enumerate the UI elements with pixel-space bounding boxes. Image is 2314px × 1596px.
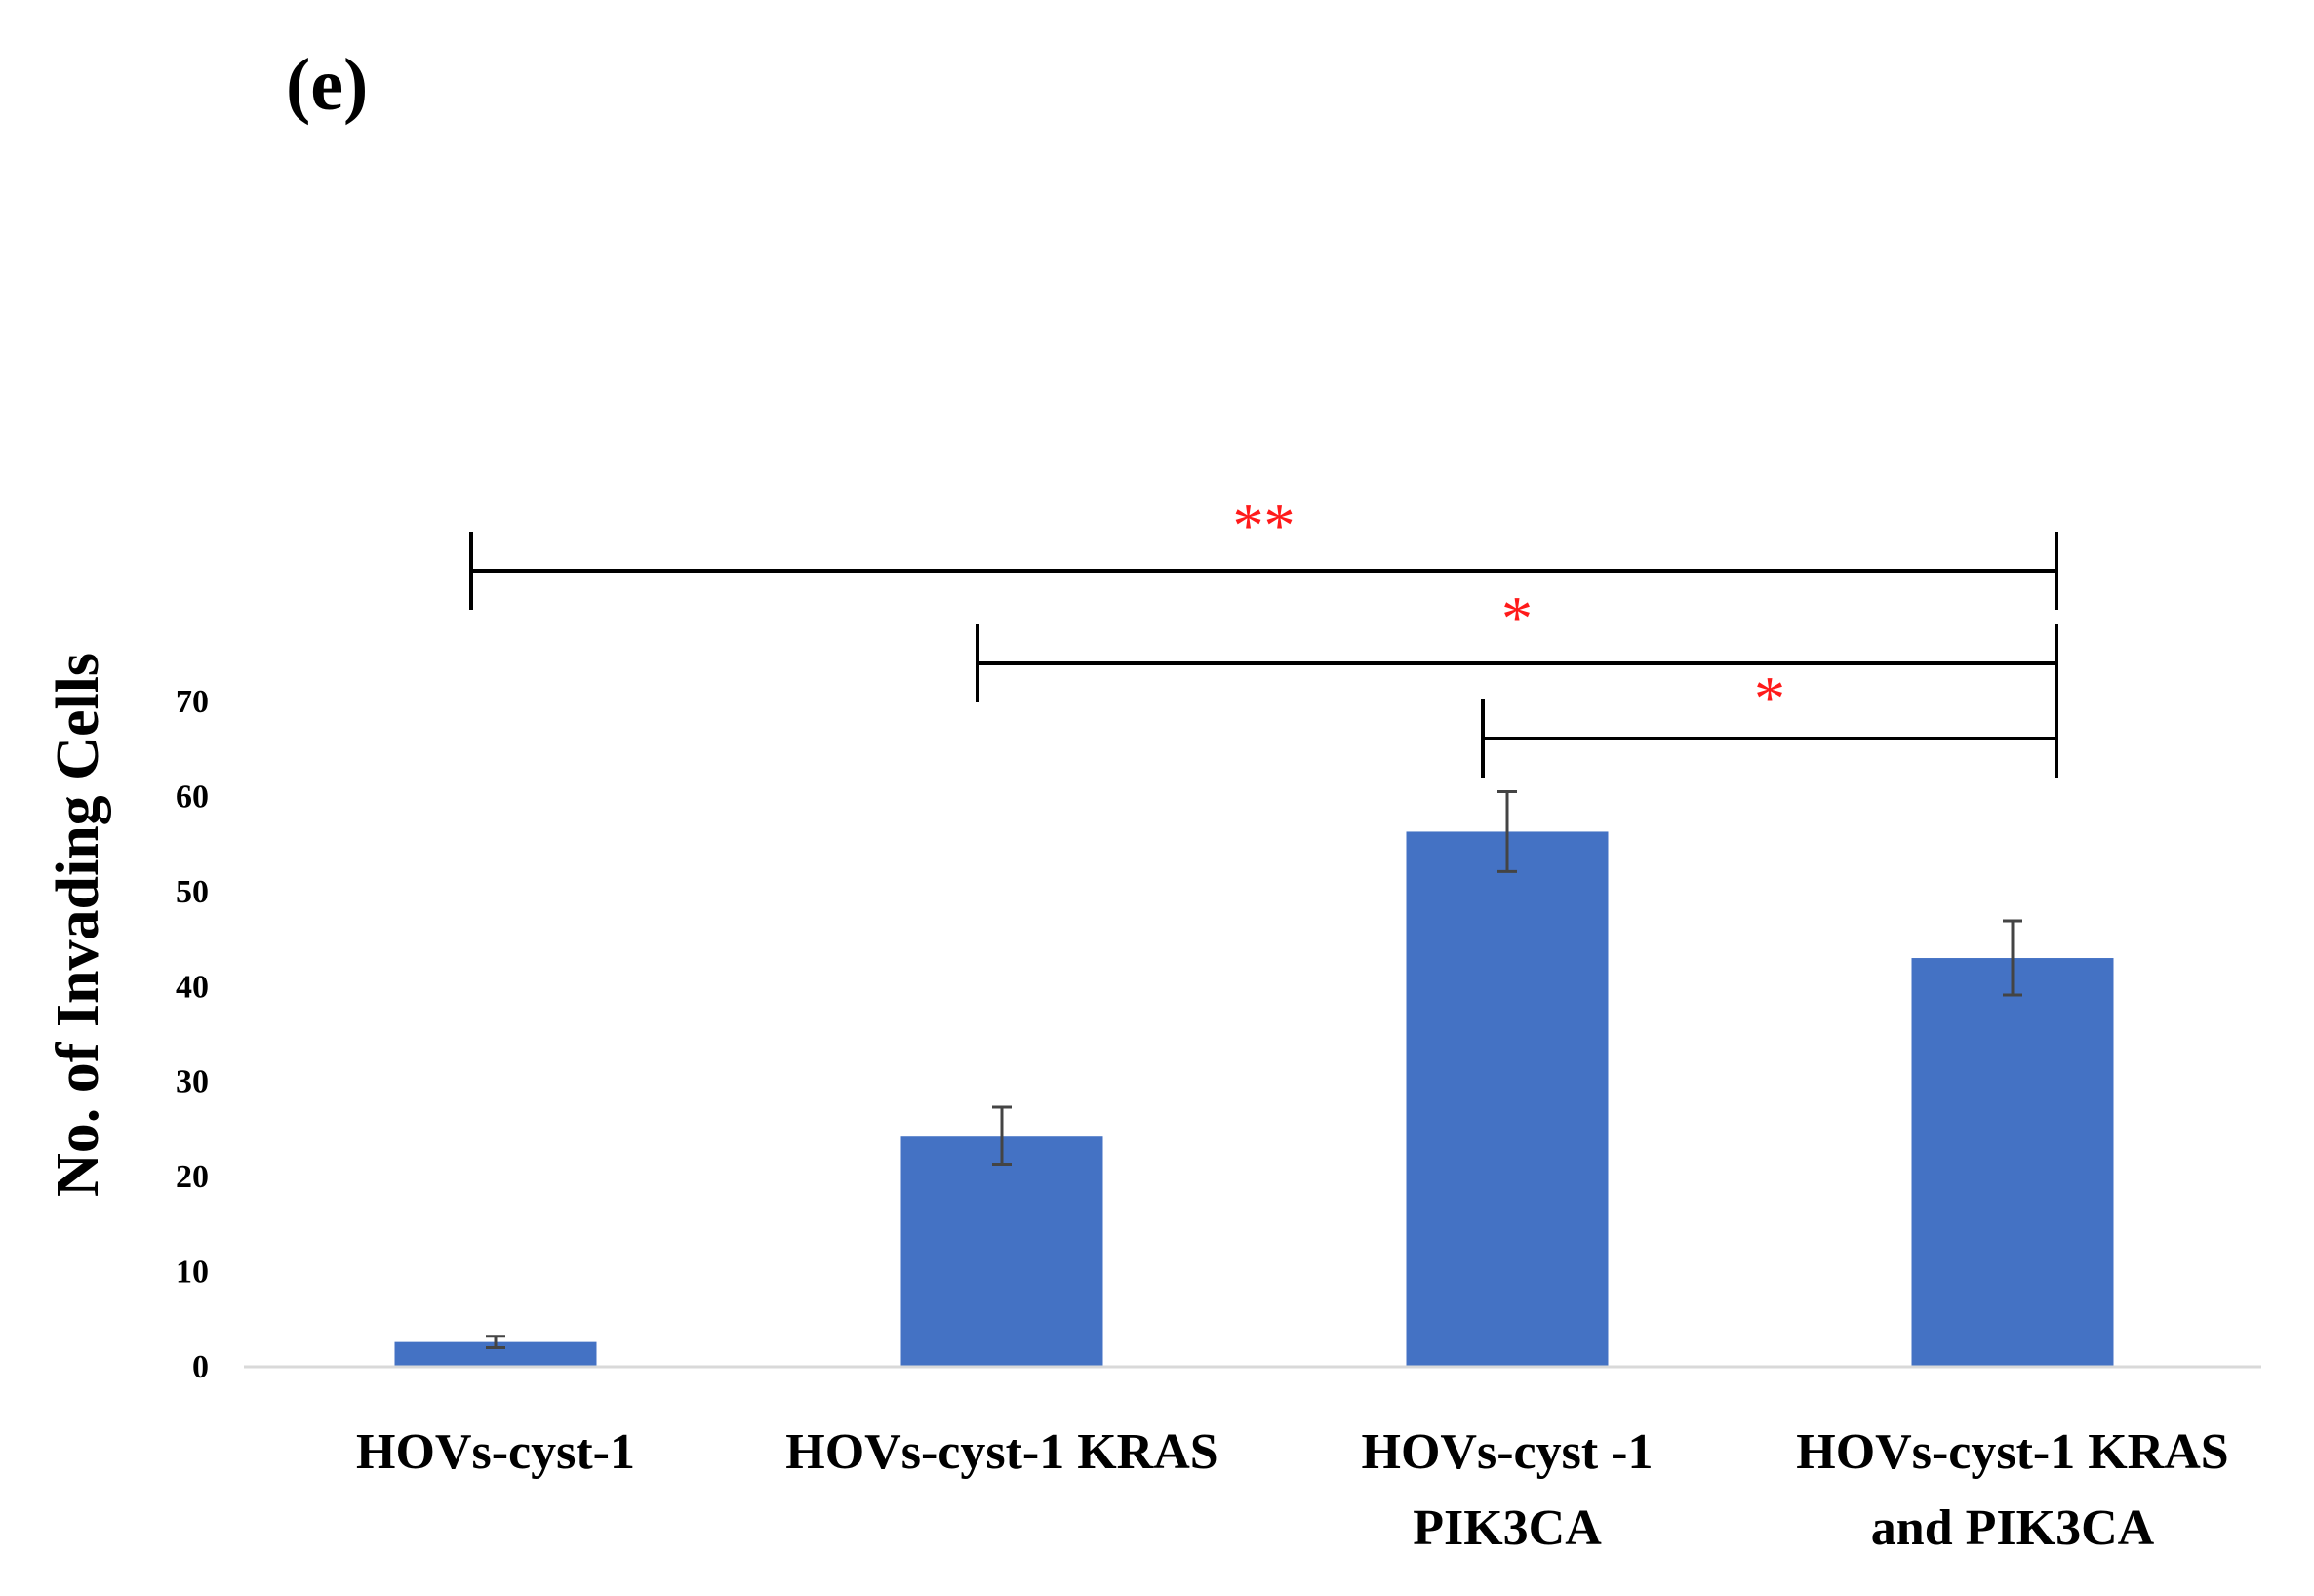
y-tick-label-60: 60 xyxy=(176,778,209,815)
y-tick-label-30: 30 xyxy=(176,1064,209,1100)
axes-group: 0 10 20 30 40 50 60 70 HOVs-cyst-1 HOVs-cyst-1 KR… xyxy=(45,653,2261,1556)
bar-3 xyxy=(1406,831,1609,1366)
panel-label: (e) xyxy=(286,44,369,126)
bar-2 xyxy=(900,1136,1103,1366)
x-category-label-3-line-1: HOVs-cyst -1 xyxy=(1362,1424,1654,1480)
x-category-label-4-line-1: HOVs-cyst-1 KRAS xyxy=(1796,1424,2228,1480)
significance-label-1: ** xyxy=(1233,491,1296,560)
y-tick-label-40: 40 xyxy=(176,969,209,1005)
y-tick-label-20: 20 xyxy=(176,1159,209,1195)
y-axis-title: No. of Invading Cells xyxy=(45,653,111,1197)
y-tick-label-50: 50 xyxy=(176,874,209,910)
y-tick-label-0: 0 xyxy=(192,1349,209,1385)
x-category-label-3-line-2: PIK3CA xyxy=(1413,1500,1602,1556)
significance-group: **** xyxy=(469,491,2058,778)
significance-label-3: * xyxy=(1754,663,1785,733)
y-tick-label-70: 70 xyxy=(176,684,209,720)
error-bars-group xyxy=(486,790,2022,1349)
x-category-label-1: HOVs-cyst-1 xyxy=(356,1424,635,1480)
x-category-label-4-line-2: and PIK3CA xyxy=(1871,1500,2155,1556)
significance-label-2: * xyxy=(1501,583,1533,653)
bars-group xyxy=(394,831,2114,1366)
y-tick-label-10: 10 xyxy=(176,1255,209,1291)
x-category-label-2: HOVs-cyst-1 KRAS xyxy=(785,1424,1217,1480)
bar-4 xyxy=(1911,958,2114,1366)
